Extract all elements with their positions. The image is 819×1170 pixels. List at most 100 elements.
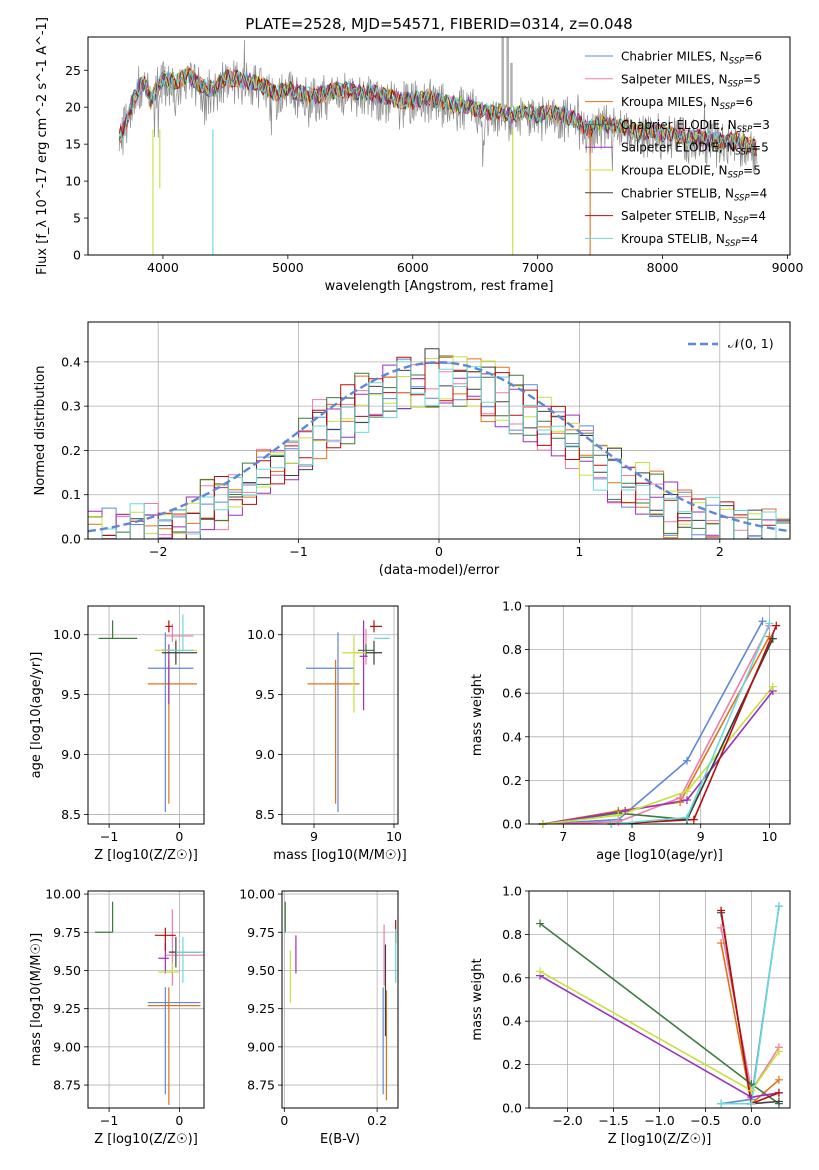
x-tick-label: 0 <box>435 544 443 559</box>
y-tick-label: 10.00 <box>45 887 81 902</box>
y-tick-label: 10.00 <box>239 887 275 902</box>
weight-marker-2 <box>717 939 726 948</box>
x-tick-label: 0 <box>175 829 183 844</box>
weight-marker-8 <box>717 1099 726 1108</box>
y-axis-label: mass weight <box>470 674 485 756</box>
x-axis-label: E(B-V) <box>320 1132 360 1147</box>
x-tick-label: −1.0 <box>644 1113 674 1128</box>
y-tick-label: 0.1 <box>61 487 81 502</box>
y-tick-label: 9.25 <box>247 1001 275 1016</box>
weight-marker-8 <box>747 1099 756 1108</box>
plot-area <box>95 901 204 1105</box>
y-tick-label: 0.0 <box>61 532 81 547</box>
panel-3: −1 0 8.5 9.0 9.5 10.0 Z [log10(Z/Z☉)] age [log1… <box>29 605 205 863</box>
legend-label: Kroupa STELIB, NSSP=4 <box>621 232 758 249</box>
plot-frame <box>87 321 791 540</box>
histogram-8 <box>88 361 790 539</box>
x-axis-label: Z [log10(Z/Z☉)] <box>94 848 198 863</box>
plot-frame <box>528 605 791 825</box>
y-axis-label: Flux [f_λ 10^-17 erg cm^-2 s^-1 A^-1] <box>35 17 50 275</box>
weight-line-5 <box>542 686 774 824</box>
x-tick-label: 10 <box>761 829 777 844</box>
x-tick-label: 9 <box>310 829 318 844</box>
y-tick-label: 0.2 <box>502 1057 522 1072</box>
y-tick-label: 0.4 <box>502 729 522 744</box>
panel-7: 0 0.2 8.75 9.00 9.25 9.50 9.75 10.00 E(B-V) <box>239 887 399 1147</box>
weight-marker-7 <box>689 815 698 824</box>
legend-label: Kroupa ELODIE, NSSP=5 <box>621 164 761 181</box>
y-tick-label: 0.4 <box>61 354 81 369</box>
y-tick-label: 1.0 <box>502 599 522 614</box>
y-tick-label: 8.5 <box>255 807 275 822</box>
y-tick-label: 9.0 <box>255 747 275 762</box>
x-tick-label: 10 <box>386 829 402 844</box>
model-spectrum-6 <box>119 69 757 152</box>
x-tick-label: 6000 <box>397 260 429 275</box>
x-tick-label: −2 <box>149 544 167 559</box>
x-tick-label: −1 <box>100 829 118 844</box>
chart-panels: 4000 5000 6000 7000 8000 90000510152025wavele… <box>29 17 803 1147</box>
x-axis-label: (data-model)/error <box>379 563 500 578</box>
y-tick-label: 10.0 <box>247 627 275 642</box>
plot-frame <box>87 36 791 256</box>
y-tick-label: 9.75 <box>247 925 275 940</box>
weight-line-1 <box>542 625 771 824</box>
x-axis-label: wavelength [Angstrom, rest frame] <box>325 279 554 294</box>
y-tick-label: 8.5 <box>61 807 81 822</box>
weight-marker-5 <box>614 811 623 820</box>
weight-marker-7 <box>774 1088 783 1097</box>
x-tick-label: 4000 <box>147 260 179 275</box>
weight-marker-8 <box>774 902 783 911</box>
y-tick-label: 8.75 <box>247 1078 275 1093</box>
y-axis-label: mass [log10(M/M☉)] <box>29 933 44 1066</box>
weight-marker-5 <box>774 1047 783 1056</box>
x-tick-label: 7000 <box>522 260 554 275</box>
plot-frame <box>281 605 399 825</box>
weight-marker-3 <box>536 919 545 928</box>
x-tick-label: 2 <box>716 544 724 559</box>
legend-label: Salpeter ELODIE, NSSP=5 <box>621 141 769 158</box>
x-tick-label: 0 <box>175 1113 183 1128</box>
y-tick-label: 0.8 <box>502 642 522 657</box>
panel-2: −2 −1 0 1 2 0.0 0.1 0.2 0.3 0.4 (data-model)/error… <box>33 321 791 578</box>
legend-label: Salpeter STELIB, NSSP=4 <box>621 209 766 226</box>
model-spectrum-8 <box>118 69 757 155</box>
y-tick-label: 0 <box>73 248 81 263</box>
y-tick-label: 1.0 <box>502 884 522 899</box>
weight-marker-5 <box>747 1086 756 1095</box>
x-tick-label: 9000 <box>772 260 804 275</box>
y-tick-label: 0.0 <box>502 1101 522 1116</box>
plot-area <box>88 348 790 539</box>
y-tick-label: 9.75 <box>53 925 81 940</box>
weight-marker-4 <box>621 806 630 815</box>
y-tick-label: 0.2 <box>502 773 522 788</box>
x-axis-label: mass [log10(M/M☉)] <box>273 848 406 863</box>
y-tick-label: 10.0 <box>53 627 81 642</box>
y-tick-label: 0.6 <box>502 686 522 701</box>
x-tick-label: 9 <box>697 829 705 844</box>
x-tick-label: 8 <box>628 829 636 844</box>
y-tick-label: 0.0 <box>502 817 522 832</box>
x-tick-label: 5000 <box>272 260 304 275</box>
legend-label: Salpeter MILES, NSSP=5 <box>621 72 761 89</box>
legend-label: Chabrier ELODIE, NSSP=3 <box>621 118 770 135</box>
weight-line-4 <box>542 690 774 824</box>
legend: Chabrier MILES, NSSP=6 Salpeter MILES, NS… <box>585 50 770 249</box>
y-tick-label: 9.5 <box>61 687 81 702</box>
weight-marker-7 <box>717 906 726 915</box>
y-tick-label: 8.75 <box>53 1078 81 1093</box>
panel-1: 4000 5000 6000 7000 8000 9000 0 5 10 15 20 25 wavele… <box>35 17 803 294</box>
plot-area <box>118 37 758 255</box>
panel-8: −2.0 −1.5 −1.0 −0.5 0.0 0.0 0.2 0.4 0.6 0.8 1.0 Z [… <box>470 884 791 1147</box>
y-axis-label: mass weight <box>470 958 485 1040</box>
panel-4: 9 10 8.5 9.0 9.5 10.0 mass [log10(M/M☉)] <box>247 605 407 863</box>
panel-6: −1 0 8.75 9.00 9.25 9.50 9.75 10.00 Z [log10(Z/Z… <box>29 887 205 1147</box>
plot-frame <box>87 605 205 825</box>
y-tick-label: 9.25 <box>53 1001 81 1016</box>
y-tick-label: 9.0 <box>61 747 81 762</box>
y-tick-label: 0.4 <box>502 1014 522 1029</box>
y-tick-label: 25 <box>65 63 81 78</box>
x-tick-label: 0 <box>280 1113 288 1128</box>
page-title: PLATE=2528, MJD=54571, FIBERID=0314, z=0… <box>245 15 632 33</box>
x-tick-label: −0.5 <box>690 1113 720 1128</box>
